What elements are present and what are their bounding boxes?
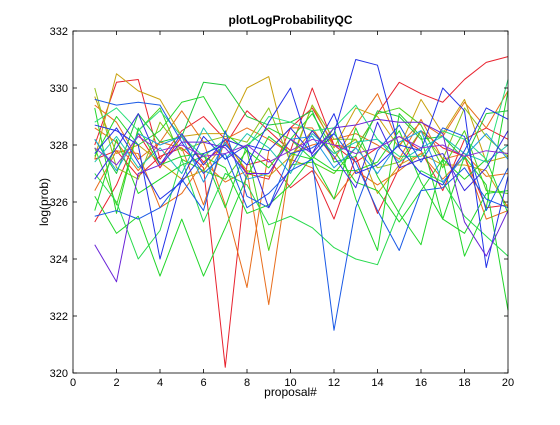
y-tick-label: 320 [50, 368, 68, 380]
x-tick-label: 8 [244, 377, 250, 389]
y-tick-label: 322 [50, 311, 68, 323]
x-tick-label: 16 [415, 377, 427, 389]
x-tick-label: 0 [70, 377, 76, 389]
series-line-3 [94, 87, 509, 223]
series-line-21 [94, 130, 509, 251]
series-line-20 [94, 98, 509, 331]
x-tick-label: 14 [371, 377, 383, 389]
y-axis-ticks: 320 322 324 326 328 330 332 [50, 26, 508, 380]
series-line-15 [94, 81, 509, 174]
series-line-10 [94, 107, 509, 251]
x-tick-label: 2 [113, 377, 119, 389]
series-line-8 [94, 96, 509, 208]
x-axis-ticks: 0 2 4 6 8 10 12 14 16 18 20 [70, 31, 514, 389]
chart-title: plotLogProbabilityQC [229, 13, 353, 27]
series-line-22 [94, 87, 509, 269]
y-tick-label: 332 [50, 26, 68, 38]
series-layer [94, 56, 509, 368]
y-tick-label: 324 [50, 254, 68, 266]
series-line-19 [94, 130, 509, 183]
series-line-14 [94, 130, 509, 234]
series-line-25 [94, 118, 509, 283]
x-tick-label: 18 [458, 377, 470, 389]
x-tick-label: 10 [284, 377, 296, 389]
x-tick-label: 4 [157, 377, 163, 389]
x-tick-label: 6 [200, 377, 206, 389]
series-line-17 [94, 79, 509, 160]
series-line-16 [94, 158, 509, 266]
x-axis-label: proposal# [264, 385, 317, 399]
x-tick-label: 12 [328, 377, 340, 389]
series-line-18 [94, 127, 509, 174]
series-line-7 [94, 73, 509, 166]
y-tick-label: 330 [50, 83, 68, 95]
plot-background [73, 31, 508, 373]
y-axis-label: log(prob) [37, 178, 51, 226]
series-line-24 [94, 113, 509, 209]
y-tick-label: 326 [50, 197, 68, 209]
series-line-23 [94, 59, 509, 200]
x-tick-label: 20 [502, 377, 514, 389]
y-tick-label: 328 [50, 140, 68, 152]
series-line-26 [94, 135, 509, 166]
